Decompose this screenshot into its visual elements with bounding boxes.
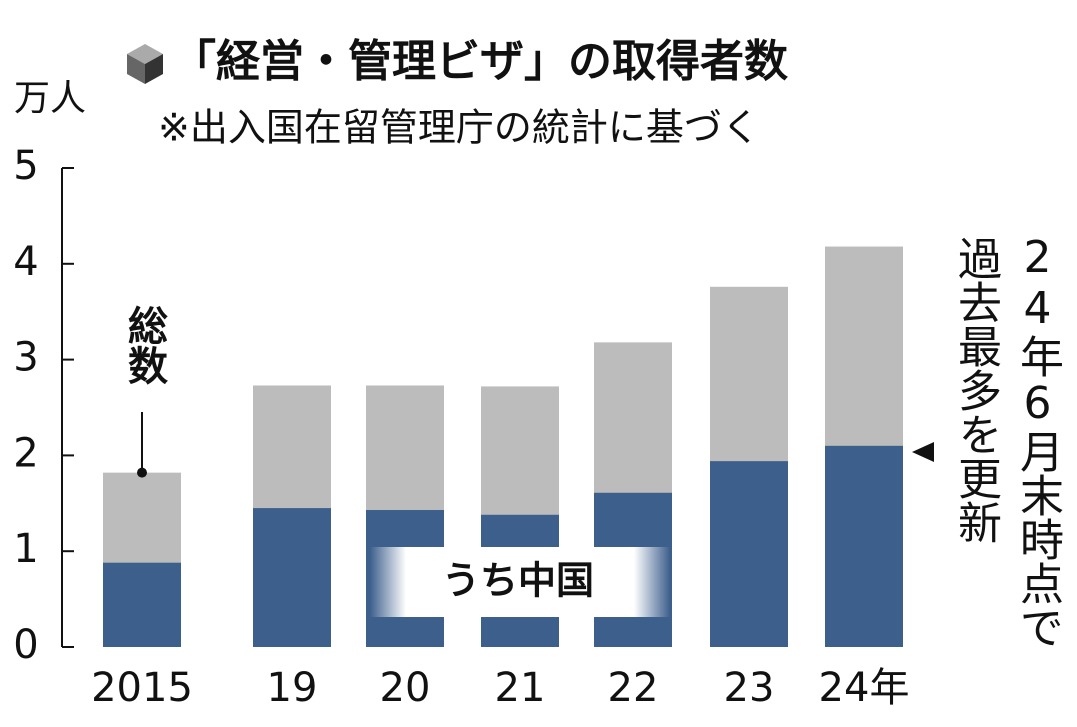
bar — [103, 562, 181, 647]
y-tick-label: 4 — [13, 239, 38, 285]
x-tick-label: 20 — [380, 665, 431, 711]
x-tick-label: 2015 — [91, 665, 193, 711]
legend-label: うち中国 — [442, 559, 594, 603]
legend-box — [370, 547, 670, 617]
x-tick-label: 19 — [267, 665, 318, 711]
y-tick-label: 1 — [13, 526, 38, 572]
y-tick-label: 2 — [13, 430, 38, 476]
annotation: 24年6月末時点で — [1012, 232, 1063, 649]
title-icon — [127, 44, 163, 84]
chart-title: 「経営・管理ビザ」の取得者数 — [172, 36, 788, 87]
annotation-arrow — [912, 442, 934, 462]
y-tick-label: 0 — [13, 622, 38, 668]
chart-subtitle: ※出入国在留管理庁の統計に基づく — [158, 106, 760, 150]
x-tick-label: 21 — [495, 665, 546, 711]
annotation: 過去最多を更新 — [950, 236, 1001, 544]
y-tick-label: 5 — [13, 143, 38, 189]
y-tick-label: 3 — [13, 335, 38, 381]
bar — [710, 461, 788, 647]
x-tick-label: 24年 — [819, 665, 910, 711]
legend-label: 総数 — [121, 305, 168, 385]
leader-dot — [137, 467, 147, 478]
x-tick-label: 23 — [724, 665, 775, 711]
bar — [253, 508, 331, 647]
x-tick-label: 22 — [608, 665, 659, 711]
bar — [825, 445, 903, 647]
y-axis-label: 万人 — [14, 78, 86, 119]
